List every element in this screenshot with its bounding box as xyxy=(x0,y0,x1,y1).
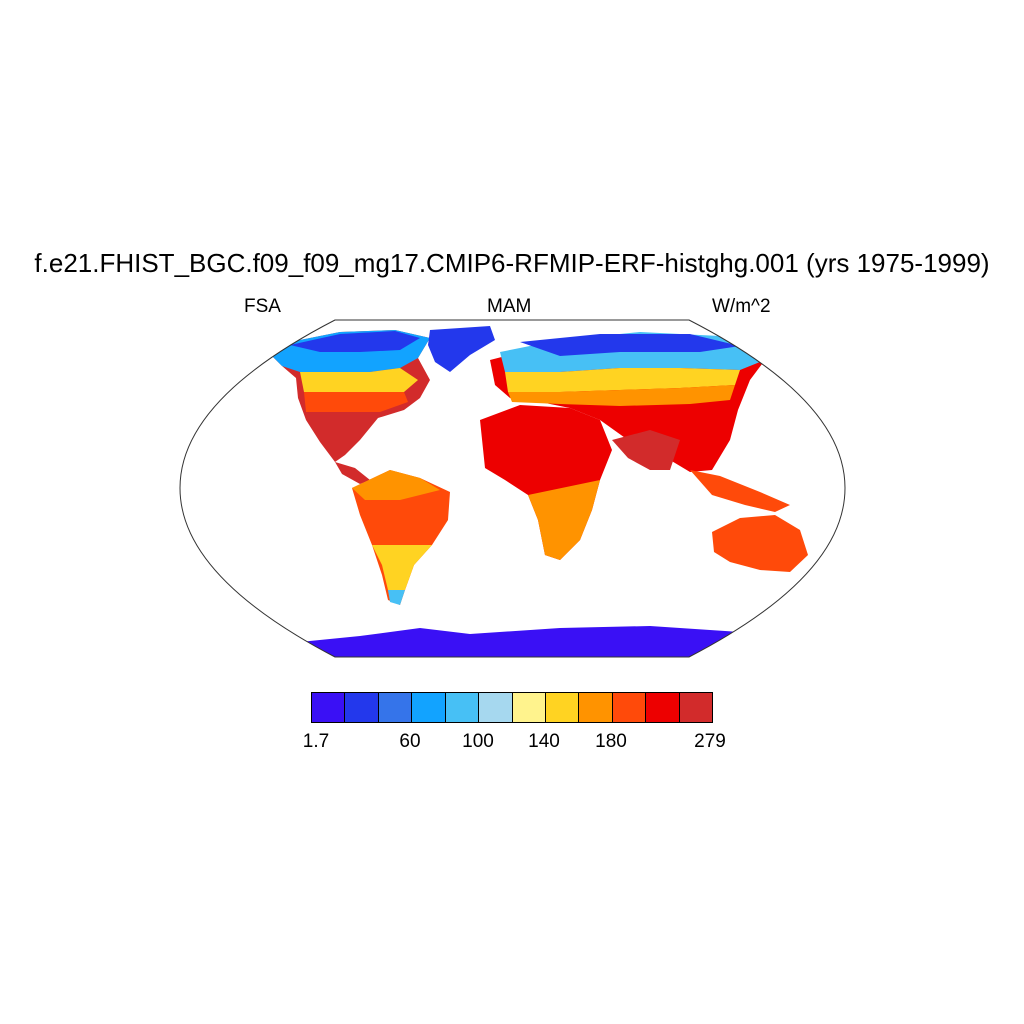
colorbar-swatch xyxy=(479,693,513,722)
colorbar-tick-label: 1.7 xyxy=(302,731,330,752)
colorbar xyxy=(311,692,713,723)
greenland xyxy=(428,326,495,372)
land-fill xyxy=(268,326,808,657)
colorbar-swatch xyxy=(679,693,713,722)
colorbar-swatch xyxy=(345,693,379,722)
units-label: W/m^2 xyxy=(712,296,771,317)
variable-label: FSA xyxy=(244,296,281,317)
colorbar-swatch xyxy=(378,693,413,722)
colorbar-swatch xyxy=(512,693,546,722)
colorbar-swatch xyxy=(646,693,680,722)
colorbar-swatch xyxy=(579,693,613,722)
antarctica xyxy=(280,626,760,657)
plot-title: f.e21.FHIST_BGC.f09_f09_mg17.CMIP6-RFMIP… xyxy=(34,248,990,278)
south-america xyxy=(352,470,450,605)
colorbar-tick-label: 279 xyxy=(694,731,726,752)
colorbar-tick-label: 100 xyxy=(462,731,494,752)
colorbar-swatch xyxy=(312,693,346,722)
colorbar-tick-label: 60 xyxy=(399,731,421,752)
colorbar-swatch xyxy=(445,693,480,722)
colorbar-tick-label: 180 xyxy=(595,731,627,752)
colorbar-swatch xyxy=(545,693,580,722)
colorbar-swatch xyxy=(412,693,446,722)
globe-outline xyxy=(179,319,846,658)
australia xyxy=(712,515,808,572)
colorbar-swatch xyxy=(612,693,647,722)
season-label: MAM xyxy=(487,296,532,317)
colorbar-tick-label: 140 xyxy=(528,731,560,752)
